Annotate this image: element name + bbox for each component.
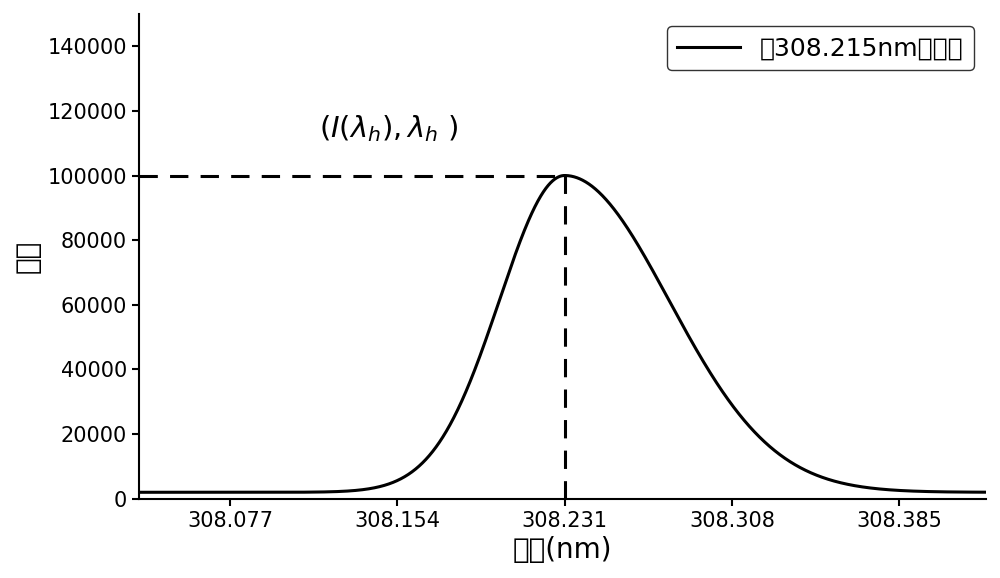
Legend: 铝308.215nm特征峰: 铝308.215nm特征峰 — [667, 27, 974, 71]
Line: 铝308.215nm特征峰: 铝308.215nm特征峰 — [139, 176, 986, 492]
铝308.215nm特征峰 — [133, 489, 145, 496]
Text: $(I(\lambda_h), \lambda_h\ )$: $(I(\lambda_h), \lambda_h\ )$ — [319, 113, 459, 143]
铝308.215nm特征峰 — [559, 172, 571, 179]
X-axis label: 波长(nm): 波长(nm) — [513, 536, 612, 564]
铝308.215nm特征峰 — [229, 489, 241, 496]
铝308.215nm特征峰 — [980, 489, 992, 496]
Y-axis label: 强度: 强度 — [14, 240, 42, 273]
铝308.215nm特征峰 — [458, 393, 470, 400]
铝308.215nm特征峰 — [964, 488, 976, 495]
铝308.215nm特征峰 — [280, 489, 292, 496]
铝308.215nm特征峰 — [872, 486, 884, 492]
铝308.215nm特征峰 — [494, 294, 506, 301]
